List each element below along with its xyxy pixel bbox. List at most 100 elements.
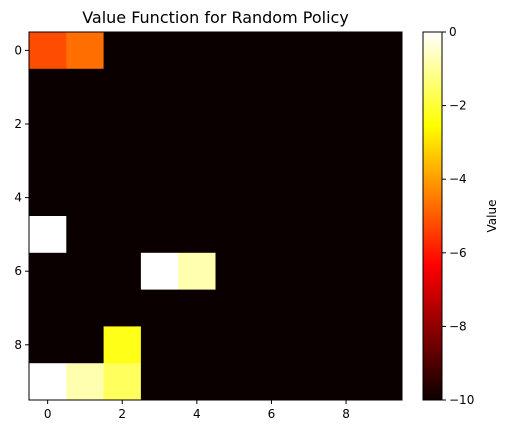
- colorbar-label: Value: [485, 200, 499, 233]
- heatmap-cell-0-2: [103, 32, 142, 70]
- heatmap-cell-9-6: [252, 363, 291, 401]
- heatmap-cell-1-3: [140, 68, 179, 106]
- heatmap-cell-3-7: [290, 142, 328, 180]
- heatmap-cell-4-5: [215, 179, 254, 217]
- heatmap-cell-3-0: [29, 142, 67, 180]
- chart-title: Value Function for Random Policy: [82, 8, 349, 27]
- colorbar-tick-label: −4: [449, 172, 467, 186]
- heatmap-cell-2-7: [290, 105, 328, 143]
- heatmap-cell-1-4: [178, 68, 216, 106]
- heatmap-cell-2-9: [364, 105, 403, 143]
- heatmap-cell-9-8: [327, 363, 366, 401]
- heatmap-cell-8-8: [327, 326, 366, 364]
- heatmap-cell-6-7: [290, 252, 328, 290]
- heatmap-cell-9-4: [178, 363, 216, 401]
- heatmap-cell-3-4: [178, 142, 216, 180]
- heatmap-grid: [29, 32, 403, 401]
- x-tick-label: 2: [118, 407, 126, 421]
- colorbar-axis: 0 −2 −4 −6 −8 −10: [442, 25, 474, 407]
- heatmap-cell-2-0: [29, 105, 67, 143]
- heatmap-cell-3-3: [140, 142, 179, 180]
- heatmap-cell-8-3: [140, 326, 179, 364]
- heatmap-cell-8-4: [178, 326, 216, 364]
- x-tick-label: 6: [268, 407, 276, 421]
- heatmap-cell-3-9: [364, 142, 403, 180]
- heatmap-cell-7-0: [29, 289, 67, 327]
- colorbar-tick-label: 0: [449, 25, 457, 39]
- heatmap-cell-9-1: [66, 363, 104, 401]
- heatmap-cell-7-1: [66, 289, 104, 327]
- heatmap-cell-6-4: [178, 252, 216, 290]
- heatmap-cell-0-6: [252, 32, 291, 70]
- y-axis: 0 2 4 6 8: [14, 43, 29, 352]
- heatmap-cell-3-8: [327, 142, 366, 180]
- heatmap-cell-3-2: [103, 142, 142, 180]
- colorbar-tick-label: −2: [449, 99, 467, 113]
- heatmap-cell-3-5: [215, 142, 254, 180]
- heatmap-cell-2-3: [140, 105, 179, 143]
- heatmap-cell-4-9: [364, 179, 403, 217]
- heatmap-cell-7-8: [327, 289, 366, 327]
- heatmap-cell-5-3: [140, 216, 179, 254]
- heatmap-cell-6-2: [103, 252, 142, 290]
- heatmap-cell-2-5: [215, 105, 254, 143]
- heatmap-cell-2-8: [327, 105, 366, 143]
- heatmap-cell-8-9: [364, 326, 403, 364]
- heatmap-cell-6-9: [364, 252, 403, 290]
- heatmap-cell-0-1: [66, 32, 104, 70]
- heatmap-cell-4-8: [327, 179, 366, 217]
- heatmap-cell-4-6: [252, 179, 291, 217]
- heatmap-cell-0-4: [178, 32, 216, 70]
- heatmap-cell-5-0: [29, 216, 67, 254]
- heatmap-cell-4-4: [178, 179, 216, 217]
- heatmap-cell-2-1: [66, 105, 104, 143]
- heatmap-cell-1-9: [364, 68, 403, 106]
- heatmap-cell-6-6: [252, 252, 291, 290]
- heatmap-cell-3-6: [252, 142, 291, 180]
- heatmap-cell-9-2: [103, 363, 142, 401]
- heatmap-cell-8-2: [103, 326, 142, 364]
- heatmap-cell-2-6: [252, 105, 291, 143]
- heatmap-cell-5-7: [290, 216, 328, 254]
- heatmap-cell-5-4: [178, 216, 216, 254]
- heatmap-cell-8-7: [290, 326, 328, 364]
- heatmap-cell-0-7: [290, 32, 328, 70]
- heatmap-cell-3-1: [66, 142, 104, 180]
- heatmap-cell-2-4: [178, 105, 216, 143]
- x-tick-label: 8: [342, 407, 350, 421]
- heatmap-cell-1-5: [215, 68, 254, 106]
- heatmap-cell-9-5: [215, 363, 254, 401]
- heatmap-cell-0-8: [327, 32, 366, 70]
- heatmap-cell-4-2: [103, 179, 142, 217]
- heatmap-cell-9-3: [140, 363, 179, 401]
- heatmap-cell-7-4: [178, 289, 216, 327]
- y-tick-label: 0: [14, 43, 22, 57]
- colorbar-tick-label: −10: [449, 393, 474, 407]
- heatmap-cell-4-1: [66, 179, 104, 217]
- heatmap-cell-1-8: [327, 68, 366, 106]
- colorbar: [422, 31, 443, 401]
- heatmap-cell-5-8: [327, 216, 366, 254]
- heatmap-cell-7-6: [252, 289, 291, 327]
- heatmap-cell-7-2: [103, 289, 142, 327]
- heatmap-cell-1-1: [66, 68, 104, 106]
- heatmap-cell-7-3: [140, 289, 179, 327]
- heatmap-cell-1-6: [252, 68, 291, 106]
- heatmap-cell-9-9: [364, 363, 403, 401]
- heatmap-cell-1-0: [29, 68, 67, 106]
- heatmap-cell-5-1: [66, 216, 104, 254]
- heatmap-cell-2-2: [103, 105, 142, 143]
- heatmap-cell-4-7: [290, 179, 328, 217]
- heatmap-cell-0-0: [29, 32, 67, 70]
- x-tick-label: 4: [193, 407, 201, 421]
- heatmap-cell-7-9: [364, 289, 403, 327]
- plot-frame: [28, 31, 403, 401]
- y-tick-label: 8: [14, 338, 22, 352]
- x-axis: 0 2 4 6 8: [44, 400, 350, 421]
- heatmap-cell-4-0: [29, 179, 67, 217]
- heatmap-cell-0-9: [364, 32, 403, 70]
- heatmap-cell-6-8: [327, 252, 366, 290]
- heatmap-cell-8-5: [215, 326, 254, 364]
- y-tick-label: 4: [14, 191, 22, 205]
